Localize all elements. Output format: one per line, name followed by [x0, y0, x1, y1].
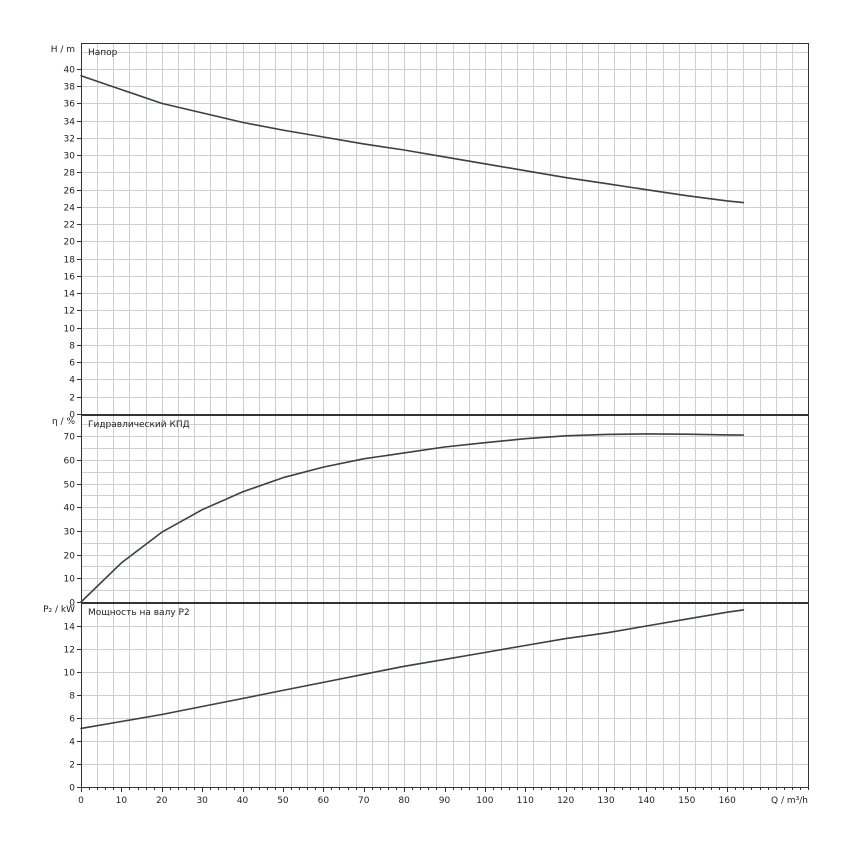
x-tick-label: 120: [557, 796, 574, 806]
plot-frame: [81, 415, 809, 603]
panel-title: Напор: [88, 48, 118, 58]
y-tick-label: 24: [64, 204, 76, 214]
x-tick-label: 100: [476, 796, 493, 806]
x-tick-label: 10: [116, 796, 128, 806]
x-tick-label: 80: [398, 796, 410, 806]
y-tick-label: 16: [64, 273, 76, 283]
x-tick-label: 90: [439, 796, 451, 806]
y-tick-label: 26: [64, 187, 76, 197]
y-tick-label: 34: [64, 118, 76, 128]
y-tick-label: 2: [69, 761, 75, 771]
x-tick-label: 110: [517, 796, 534, 806]
x-axis: 0 10 20 30 40 50 60 70 80 90 100 110 120 130 140 150 160: [78, 787, 809, 806]
y-axis-label: H / m: [51, 45, 75, 55]
y-axis: 0 2 4 6 8 10 12 14: [64, 623, 81, 794]
x-tick-label: 40: [237, 796, 249, 806]
y-tick-label: 40: [64, 504, 76, 514]
y-tick-label: 70: [64, 433, 76, 443]
series-line-1: [80, 433, 745, 603]
y-tick-label: 32: [64, 135, 75, 145]
y-tick-label: 4: [69, 738, 75, 748]
y-tick-label: 12: [64, 307, 75, 317]
grid-lines: [81, 43, 809, 415]
y-tick-label: 0: [69, 599, 75, 609]
y-tick-label: 30: [64, 528, 76, 538]
y-tick-label: 4: [69, 376, 75, 386]
y-tick-label: 14: [64, 290, 76, 300]
panel-title: Гидравлический КПД: [88, 420, 190, 430]
y-tick-label: 30: [64, 152, 76, 162]
y-tick-label: 10: [64, 575, 76, 585]
x-tick-label: 150: [678, 796, 695, 806]
y-tick-label: 20: [64, 238, 76, 248]
series-line-1: [80, 75, 745, 204]
chart-panel-3: 0 2 4 6 8 10 12 14 P₂ / kW Мощность на валу P2 0 10…: [43, 603, 809, 806]
series-line-1: [80, 609, 745, 730]
x-tick-label: 50: [277, 796, 289, 806]
grid-lines: [81, 415, 809, 603]
y-tick-label: 50: [64, 481, 76, 491]
x-tick-label: 70: [358, 796, 370, 806]
y-tick-label: 6: [69, 359, 75, 369]
x-tick-label: 160: [719, 796, 736, 806]
panel-title: Мощность на валу P2: [88, 608, 190, 618]
y-tick-label: 6: [69, 715, 75, 725]
y-tick-label: 36: [64, 100, 76, 110]
y-axis-label: η / %: [52, 417, 75, 427]
y-tick-label: 10: [64, 669, 76, 679]
x-tick-label: 20: [156, 796, 168, 806]
y-tick-label: 22: [64, 221, 75, 231]
y-tick-label: 12: [64, 646, 75, 656]
y-tick-label: 38: [64, 83, 76, 93]
y-axis-label: P₂ / kW: [43, 605, 75, 615]
plot-frame: [81, 43, 809, 415]
y-tick-label: 60: [64, 457, 76, 467]
grid-lines: [81, 603, 809, 788]
x-tick-label: 60: [318, 796, 330, 806]
y-tick-label: 18: [64, 256, 76, 266]
y-tick-label: 40: [64, 66, 76, 76]
x-tick-label: 140: [638, 796, 655, 806]
y-tick-label: 8: [69, 692, 75, 702]
y-tick-label: 8: [69, 342, 75, 352]
y-tick-label: 10: [64, 325, 76, 335]
y-tick-label: 2: [69, 394, 75, 404]
x-tick-label: 0: [78, 796, 84, 806]
y-tick-label: 20: [64, 552, 76, 562]
x-tick-label: 30: [196, 796, 208, 806]
y-tick-label: 14: [64, 623, 76, 633]
y-tick-label: 28: [64, 169, 76, 179]
y-axis: 0 10 20 30 40 50 60 70: [64, 433, 81, 609]
chart-panel-2: 0 10 20 30 40 50 60 70 η / % Гидравлический КПД: [52, 415, 809, 609]
x-tick-label: 130: [597, 796, 614, 806]
y-tick-label: 0: [69, 784, 75, 794]
x-axis-label: Q / m³/h: [771, 796, 808, 806]
y-tick-label: 0: [69, 411, 75, 421]
